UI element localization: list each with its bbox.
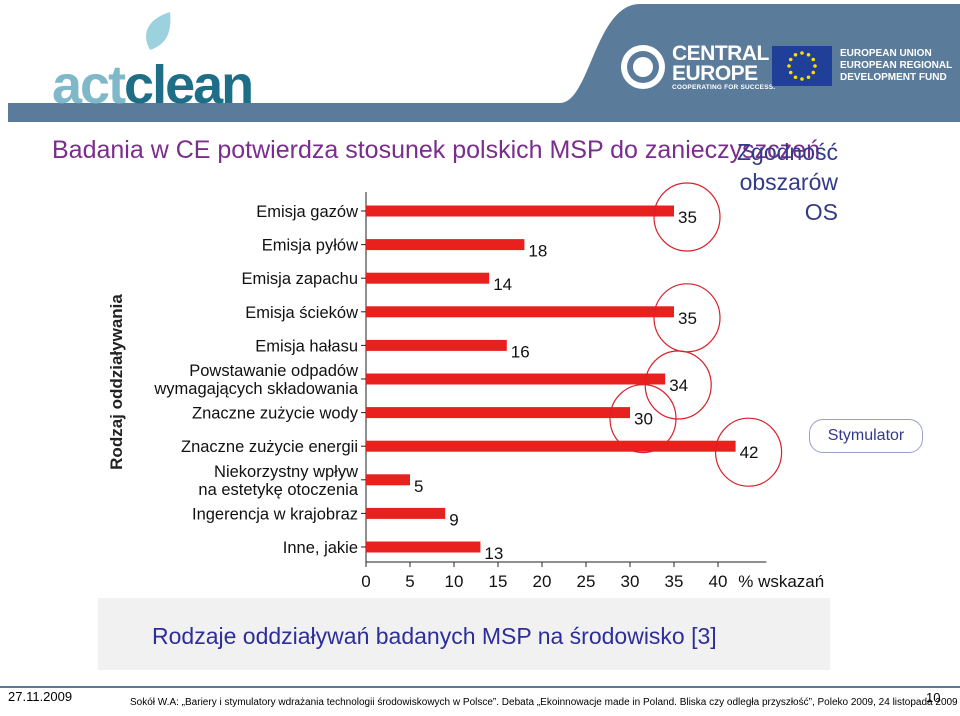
- stimulus-badge: Stymulator: [809, 419, 923, 453]
- side-label: Zgodność obszarów OS: [698, 137, 838, 227]
- category-label: Inne, jakie: [283, 539, 358, 557]
- page-number: 10: [926, 690, 941, 705]
- bar: [366, 272, 490, 284]
- eu-star: [788, 70, 793, 75]
- value-label: 30: [634, 410, 653, 429]
- ce-title-line1: CENTRAL: [672, 42, 769, 65]
- eu-star: [787, 64, 791, 68]
- category-label: Znaczne zużycie wody: [192, 405, 359, 423]
- chart-figure: Rodzaj oddziaływania Emisja gazów 35 Emisja…: [98, 178, 830, 670]
- eu-star: [811, 57, 816, 62]
- central-europe-title: CENTRAL EUROPE: [672, 42, 769, 85]
- side-label-line1: Zgodność: [736, 139, 838, 165]
- category-label: Niekorzystny wpływ: [214, 463, 358, 481]
- slide-title: Badania w CE potwierdza stosunek polskic…: [52, 136, 820, 164]
- x-tick-label: 5: [405, 572, 414, 591]
- x-tick-label: 25: [577, 572, 596, 591]
- logo-clean-text: clean: [124, 55, 254, 115]
- eu-star: [788, 57, 793, 62]
- value-label: 14: [493, 275, 512, 294]
- footer-divider: [0, 686, 960, 688]
- x-tick-label: 0: [361, 572, 370, 591]
- chart-caption: Rodzaje oddziaływań badanych MSP na środ…: [152, 623, 717, 649]
- eu-star: [813, 64, 817, 68]
- bar: [366, 373, 666, 385]
- eu-flag-icon: [772, 46, 832, 86]
- eu-text: EUROPEAN UNION EUROPEAN REGIONAL DEVELOP…: [840, 48, 952, 84]
- value-label: 35: [678, 309, 697, 328]
- highlight-circle: [609, 384, 677, 454]
- eu-line3: DEVELOPMENT FUND: [840, 72, 947, 83]
- bar: [366, 507, 446, 519]
- chart-area: Rodzaj oddziaływania Emisja gazów 35 Emisja…: [98, 178, 830, 598]
- logo-act-text: act: [52, 55, 126, 115]
- bar: [366, 306, 674, 318]
- eu-line2: EUROPEAN REGIONAL: [840, 60, 953, 71]
- x-tick-label: 10: [445, 572, 464, 591]
- bar: [366, 474, 410, 486]
- ce-title-line2: EUROPE: [672, 62, 758, 85]
- eu-star: [793, 75, 798, 80]
- bar: [366, 205, 674, 217]
- bar: [366, 440, 736, 452]
- eu-line1: EUROPEAN UNION: [840, 48, 932, 59]
- category-label: na estetykę otoczenia: [198, 481, 358, 499]
- value-label: 42: [740, 443, 759, 462]
- slide-date: 27.11.2009: [8, 689, 73, 704]
- value-label: 5: [414, 477, 423, 496]
- category-label: Emisja pyłów: [262, 237, 358, 255]
- bar: [366, 407, 630, 419]
- bar: [366, 339, 507, 351]
- y-axis-title: Rodzaj oddziaływania: [107, 294, 126, 470]
- category-label: Powstawanie odpadów: [189, 362, 358, 380]
- x-tick-label: 15: [489, 572, 508, 591]
- citation: Sokół W.A: „Bariery i stymulatory wdraża…: [130, 697, 958, 708]
- bar: [366, 541, 481, 553]
- category-label: Emisja hałasu: [255, 337, 358, 355]
- x-tick-label: 30: [621, 572, 640, 591]
- category-label: Znaczne zużycie energii: [181, 438, 358, 456]
- value-label: 35: [678, 208, 697, 227]
- highlight-circle: [653, 182, 721, 252]
- highlight-circle: [714, 417, 783, 487]
- eu-star: [811, 70, 816, 75]
- value-label: 34: [669, 376, 688, 395]
- header-banner: actclean CENTRAL EUROPE COOPERATING FOR S…: [0, 0, 960, 125]
- leaf-icon: [146, 12, 171, 50]
- banner-shape: [0, 0, 960, 122]
- eu-star: [800, 51, 804, 55]
- side-label-line3: OS: [804, 199, 838, 225]
- category-label: Ingerencja w krajobraz: [192, 505, 358, 523]
- value-label: 16: [511, 342, 530, 361]
- value-label: 18: [528, 242, 547, 261]
- value-label: 13: [484, 544, 503, 563]
- bar-chart: Rodzaj oddziaływania Emisja gazów 35 Emisja…: [107, 182, 824, 591]
- eu-star: [793, 52, 798, 57]
- central-europe-logo-icon: [621, 45, 665, 89]
- eu-star: [806, 75, 811, 80]
- category-label: wymagających składowania: [153, 380, 358, 398]
- eu-star: [806, 52, 811, 57]
- side-label-line2: obszarów: [739, 169, 838, 195]
- actclean-logo: actclean: [52, 55, 254, 115]
- central-europe-subtitle: COOPERATING FOR SUCCESS.: [672, 84, 776, 91]
- eu-star: [800, 77, 804, 81]
- value-label: 9: [449, 510, 458, 529]
- x-tick-label: 40: [709, 572, 728, 591]
- bar: [366, 239, 525, 251]
- category-label: Emisja ścieków: [245, 304, 358, 322]
- x-tick-label: 20: [533, 572, 552, 591]
- x-axis-title: % wskazań: [738, 572, 824, 591]
- category-label: Emisja zapachu: [242, 270, 358, 288]
- x-tick-label: 35: [665, 572, 684, 591]
- category-label: Emisja gazów: [256, 203, 358, 221]
